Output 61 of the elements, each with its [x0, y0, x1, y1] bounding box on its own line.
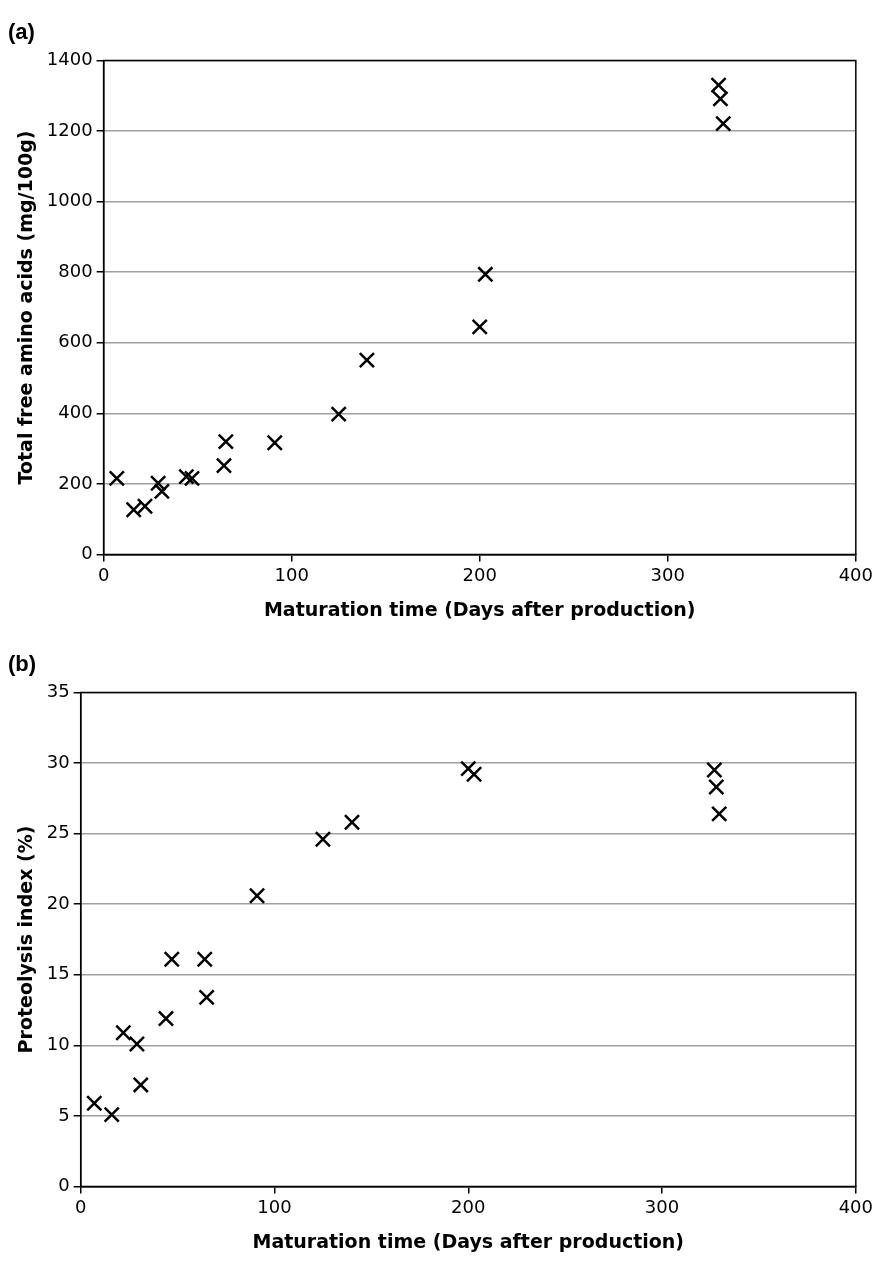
x-tick-label: 300: [650, 564, 685, 586]
x-tick-label: 200: [462, 564, 497, 586]
chart-title: (a): [8, 19, 35, 45]
point: [215, 457, 233, 474]
point: [459, 760, 477, 777]
y-tick-label: 0: [58, 1174, 70, 1196]
y-tick-label: 5: [58, 1103, 70, 1125]
x-tick-label: 300: [644, 1196, 680, 1218]
y-tick-label: 30: [46, 750, 70, 772]
x-axis-title: Maturation time (Days after production): [263, 597, 696, 620]
y-tick-label: 800: [58, 259, 93, 281]
point: [163, 950, 181, 968]
x-tick-label: 100: [257, 1196, 292, 1218]
y-tick-label: 1200: [46, 118, 93, 140]
y-axis-title: Proteolysis index (%): [14, 825, 37, 1054]
point: [149, 474, 167, 492]
point: [358, 351, 376, 369]
point: [103, 1106, 121, 1123]
y-tick-label: 35: [46, 680, 70, 702]
y-tick-label: 600: [58, 330, 93, 352]
x-tick-label: 400: [838, 564, 873, 586]
y-tick-label: 15: [46, 962, 70, 984]
point: [471, 318, 489, 336]
point: [465, 765, 483, 783]
x-tick-label: 0: [97, 564, 110, 586]
point: [183, 470, 201, 487]
point: [136, 497, 154, 515]
point: [314, 830, 332, 848]
y-tick-label: 0: [81, 542, 93, 564]
point: [477, 266, 494, 283]
point: [125, 501, 143, 519]
point: [248, 887, 266, 905]
x-axis-title: Maturation time (Days after production): [252, 1229, 685, 1252]
point: [132, 1076, 150, 1094]
point: [217, 433, 235, 450]
y-tick-label: 400: [58, 401, 93, 423]
y-tick-label: 200: [58, 471, 93, 493]
point: [115, 1024, 132, 1042]
y-tick-label: 1000: [46, 189, 93, 211]
point: [85, 1094, 103, 1112]
point: [343, 813, 361, 831]
y-tick-label: 1400: [46, 48, 93, 70]
point: [153, 483, 171, 500]
point: [178, 468, 195, 485]
point: [198, 989, 215, 1006]
point: [157, 1010, 175, 1027]
chart-title: (b): [8, 651, 37, 677]
x-tick-label: 200: [451, 1196, 486, 1218]
x-tick-label: 400: [838, 1196, 873, 1218]
point: [266, 434, 284, 452]
point: [714, 115, 732, 132]
point: [108, 470, 126, 487]
y-axis-title: Total free amino acids (mg/100g): [14, 130, 37, 485]
point: [710, 805, 728, 823]
y-tick-label: 10: [46, 1033, 70, 1055]
point: [128, 1035, 146, 1053]
y-tick-label: 25: [46, 821, 70, 843]
point: [330, 405, 347, 423]
x-tick-label: 100: [274, 564, 309, 586]
point: [196, 950, 214, 968]
y-tick-label: 20: [46, 891, 70, 913]
